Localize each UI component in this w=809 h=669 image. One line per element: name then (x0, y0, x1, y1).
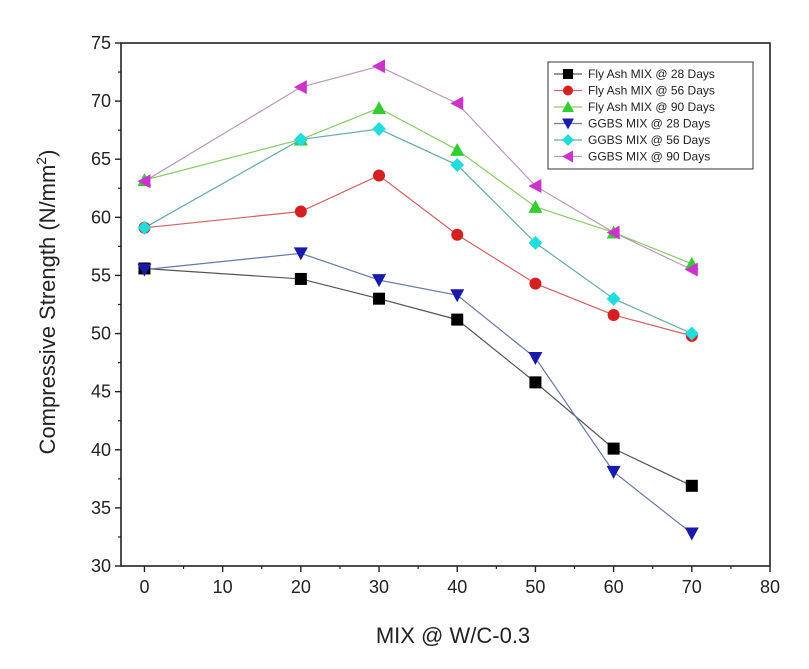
y-tick-label: 65 (91, 149, 111, 169)
data-point (450, 289, 465, 303)
series-group (137, 59, 699, 541)
y-tick-label: 30 (91, 556, 111, 576)
data-point (137, 263, 152, 277)
data-point (373, 292, 386, 305)
legend-label: Fly Ash MIX @ 28 Days (588, 67, 715, 81)
x-tick-label: 70 (682, 577, 702, 597)
legend-marker (562, 101, 574, 112)
data-point (606, 225, 620, 240)
x-tick-label: 80 (760, 577, 780, 597)
legend-marker (562, 118, 574, 130)
y-axis-title-main: Compressive Strength (N/mm (35, 165, 60, 455)
data-point (450, 96, 464, 111)
y-tick-label: 45 (91, 382, 111, 402)
data-point (137, 220, 152, 235)
data-point (294, 272, 307, 285)
legend-label: Fly Ash MIX @ 56 Days (588, 84, 715, 98)
data-point (528, 351, 543, 365)
data-point (373, 169, 386, 182)
data-point (606, 465, 621, 479)
data-point (372, 122, 387, 137)
x-tick-label: 10 (213, 577, 233, 597)
data-point (529, 277, 542, 290)
legend-marker (562, 150, 573, 163)
data-point (528, 199, 543, 213)
legend-label: GGBS MIX @ 56 Days (588, 133, 710, 147)
y-tick-label: 50 (91, 324, 111, 344)
x-tick-label: 30 (369, 577, 389, 597)
y-tick-label: 70 (91, 91, 111, 111)
y-tick-label: 55 (91, 265, 111, 285)
y-axis-title: Compressive Strength (N/mm2) (33, 150, 60, 455)
data-point (293, 80, 307, 95)
data-point (137, 174, 151, 189)
legend-marker (563, 85, 573, 96)
data-point (528, 178, 542, 193)
y-tick-label: 40 (91, 440, 111, 460)
x-axis-title: MIX @ W/C-0.3 (376, 623, 530, 648)
axes: 0 10 20 30 40 50 60 70 80 30 35 40 45 50 55 60 65 70 75 (91, 33, 780, 597)
legend-label: GGBS MIX @ 28 Days (588, 117, 710, 131)
y-tick-label: 60 (91, 207, 111, 227)
legend-marker (562, 134, 574, 146)
data-point (372, 101, 387, 115)
legend-label: Fly Ash MIX @ 90 Days (588, 100, 715, 114)
y-axis-title-end: ) (35, 150, 60, 157)
legend-marker (563, 69, 573, 79)
legend-label: GGBS MIX @ 90 Days (588, 150, 710, 164)
data-point (684, 326, 699, 341)
data-point (451, 313, 464, 326)
legend-box (547, 61, 754, 170)
data-point (606, 291, 621, 306)
x-tick-label: 60 (604, 577, 624, 597)
data-point (528, 235, 543, 250)
y-tick-label: 35 (91, 498, 111, 518)
data-point (684, 527, 699, 541)
x-tick-label: 50 (525, 577, 545, 597)
data-point (372, 274, 387, 288)
data-point (451, 228, 464, 241)
data-point (372, 59, 386, 74)
data-point (293, 247, 308, 261)
data-point (684, 262, 698, 277)
data-point (607, 308, 620, 321)
legend: Fly Ash MIX @ 28 Days Fly Ash MIX @ 56 Da… (547, 61, 754, 170)
y-tick-label: 75 (91, 33, 111, 53)
data-point (529, 376, 542, 389)
x-tick-label: 40 (447, 577, 467, 597)
data-point (685, 479, 698, 492)
data-point (450, 142, 465, 156)
y-axis-title-superscript: 2 (33, 157, 49, 165)
data-point (293, 132, 308, 147)
data-point (450, 158, 465, 173)
data-point (607, 442, 620, 455)
x-tick-label: 0 (139, 577, 149, 597)
x-tick-label: 20 (291, 577, 311, 597)
data-point (294, 205, 307, 218)
